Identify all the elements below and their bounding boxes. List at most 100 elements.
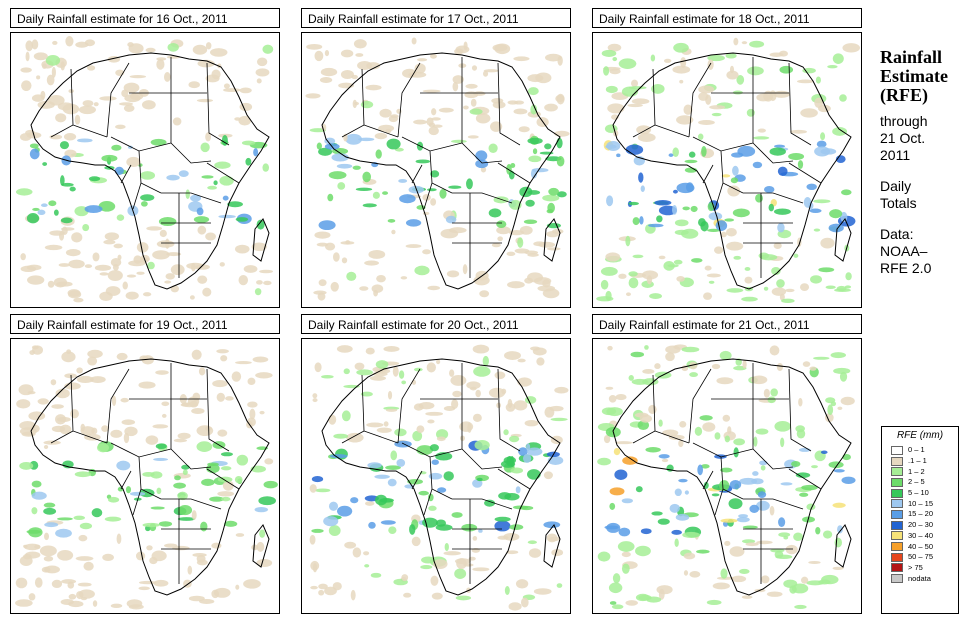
panel-title: Daily Rainfall estimate for 21 Oct., 201… xyxy=(592,314,862,334)
side-date-line2: 2011 xyxy=(880,147,911,163)
country-border xyxy=(714,488,724,516)
side-source-line2: RFE 2.0 xyxy=(880,260,932,276)
legend-label: 40 – 50 xyxy=(908,541,934,551)
madagascar-outline xyxy=(834,524,852,568)
country-border xyxy=(452,192,513,204)
legend-swatch xyxy=(891,542,903,552)
legend-item: 30 – 40 xyxy=(882,531,958,542)
country-border xyxy=(397,368,421,444)
country-border xyxy=(688,368,712,444)
legend-swatch xyxy=(891,477,903,487)
country-border xyxy=(632,124,656,138)
legend-swatch xyxy=(891,445,903,455)
legend-item: .1 – 1 xyxy=(882,456,958,467)
country-border xyxy=(401,136,463,152)
legend-label: 10 – 15 xyxy=(908,498,934,508)
legend-label: 15 – 20 xyxy=(908,509,934,519)
legend-swatch xyxy=(891,563,903,573)
country-border xyxy=(497,368,521,452)
legend-item: 0 – 1 xyxy=(882,445,958,456)
legend-swatch xyxy=(891,456,903,466)
country-border xyxy=(397,62,421,138)
legend-label: 0 – 1 xyxy=(908,445,925,455)
country-border xyxy=(341,124,365,138)
side-title-line1: Rainfall xyxy=(880,47,943,67)
country-border xyxy=(161,192,222,204)
side-date-line1: 21 Oct. xyxy=(880,130,926,146)
rainfall-shading xyxy=(15,345,278,610)
country-border xyxy=(411,164,423,184)
legend-item: 15 – 20 xyxy=(882,509,958,520)
rainfall-map xyxy=(301,338,571,614)
legend-item: 10 – 15 xyxy=(882,498,958,509)
map-panel-17-oct: Daily Rainfall estimate for 17 Oct., 201… xyxy=(301,8,571,308)
africa-coastline xyxy=(321,358,561,596)
country-border xyxy=(341,430,365,444)
country-border xyxy=(788,468,822,490)
map-panel-18-oct: Daily Rainfall estimate for 18 Oct., 201… xyxy=(592,8,862,308)
rainfall-shading xyxy=(305,37,570,301)
country-border xyxy=(206,468,240,490)
legend-label: 2 – 5 xyxy=(908,477,925,487)
legend-item: > 75 xyxy=(882,563,958,574)
country-border xyxy=(652,68,690,138)
rainfall-map xyxy=(10,338,280,614)
country-border xyxy=(50,124,74,138)
country-border xyxy=(170,448,212,470)
legend-swatch xyxy=(891,552,903,562)
country-border xyxy=(461,142,503,164)
country-border xyxy=(106,368,130,444)
country-border xyxy=(132,182,142,210)
rainfall-map xyxy=(592,32,862,308)
country-border xyxy=(788,368,812,452)
map-panel-20-oct: Daily Rainfall estimate for 20 Oct., 201… xyxy=(301,314,571,614)
country-border xyxy=(423,182,433,210)
madagascar-outline xyxy=(252,218,270,262)
side-title-line2: Estimate xyxy=(880,66,948,86)
rainfall-shading xyxy=(15,36,274,303)
country-border xyxy=(788,62,812,146)
legend-swatch xyxy=(891,467,903,477)
madagascar-outline xyxy=(834,218,852,262)
rainfall-shading xyxy=(597,344,856,610)
legend-label: .1 – 1 xyxy=(908,456,927,466)
legend-item: 40 – 50 xyxy=(882,541,958,552)
legend-swatch xyxy=(891,531,903,541)
legend-swatch xyxy=(891,520,903,530)
legend-item: 2 – 5 xyxy=(882,477,958,488)
legend-swatch xyxy=(891,509,903,519)
legend-label: > 75 xyxy=(908,562,923,572)
side-title-line3: (RFE) xyxy=(880,85,928,105)
side-source-line1: NOAA– xyxy=(880,243,928,259)
panel-title: Daily Rainfall estimate for 18 Oct., 201… xyxy=(592,8,862,28)
africa-coastline xyxy=(30,358,270,596)
rainfall-shading xyxy=(309,344,569,611)
side-data-label: Data: xyxy=(880,226,914,242)
legend-label: 5 – 10 xyxy=(908,488,929,498)
country-border xyxy=(411,470,423,490)
country-border xyxy=(788,162,822,184)
legend-label: 20 – 30 xyxy=(908,520,934,530)
side-totals: Totals xyxy=(880,195,917,211)
country-border xyxy=(752,142,794,164)
country-border xyxy=(170,142,212,164)
legend-item: 1 – 2 xyxy=(882,466,958,477)
country-border xyxy=(206,368,230,452)
legend-item: 20 – 30 xyxy=(882,520,958,531)
legend-title: RFE (mm) xyxy=(896,430,944,441)
country-border xyxy=(632,430,656,444)
country-border xyxy=(497,468,531,490)
country-border xyxy=(132,488,142,516)
legend-label: 50 – 75 xyxy=(908,552,934,562)
country-border xyxy=(743,498,804,510)
side-description: Rainfall Estimate (RFE) through 21 Oct. … xyxy=(880,48,965,277)
rainfall-map xyxy=(592,338,862,614)
country-border xyxy=(688,62,712,138)
country-border xyxy=(161,498,222,510)
legend-item: 5 – 10 xyxy=(882,488,958,499)
country-border xyxy=(702,470,714,490)
country-border xyxy=(452,498,513,510)
country-border xyxy=(120,470,132,490)
africa-coastline xyxy=(30,52,270,290)
